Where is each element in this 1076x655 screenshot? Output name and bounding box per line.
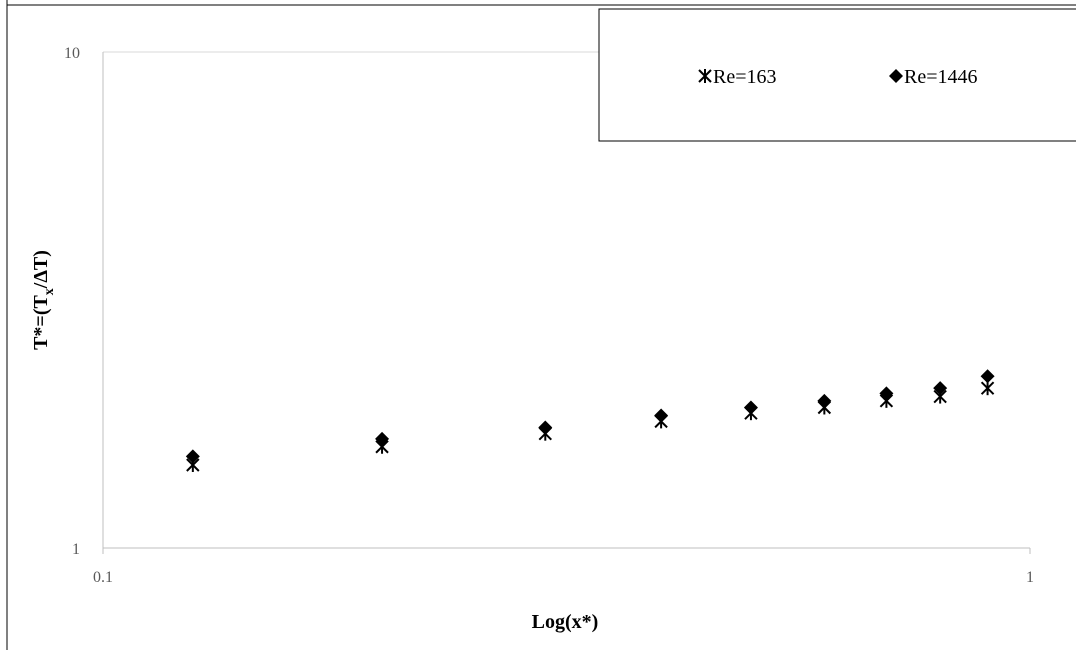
legend-label-0: Re=163 [713,66,777,88]
point-diamond-1-7 [933,381,947,395]
x-tick-label: 0.1 [93,569,113,586]
y-axis-title-main: T*=(T [30,295,52,350]
legend-label-1: Re=1446 [904,66,978,88]
y-axis-title-end: /ΔT) [30,250,52,289]
point-diamond-1-6 [879,386,893,400]
point-diamond-1-4 [744,400,758,414]
data-marks [186,369,995,472]
legend-box [599,9,1076,141]
y-tick-label: 1 [72,541,80,558]
point-diamond-1-5 [817,394,831,408]
y-tick-label: 10 [64,45,80,62]
point-diamond-1-3 [654,408,668,422]
y-axis-title-subscript: x [42,288,57,295]
x-tick-label: 1 [1026,569,1034,586]
legend: Re=163 Re=1446 [599,9,1076,141]
point-diamond-1-8 [981,369,995,383]
point-star-0-8 [982,381,994,395]
point-diamond-1-1 [375,432,389,446]
y-axis-title: T*=(Tx/ΔT) [30,250,57,350]
x-axis-title: Log(x*) [532,611,599,633]
point-diamond-1-2 [538,420,552,434]
